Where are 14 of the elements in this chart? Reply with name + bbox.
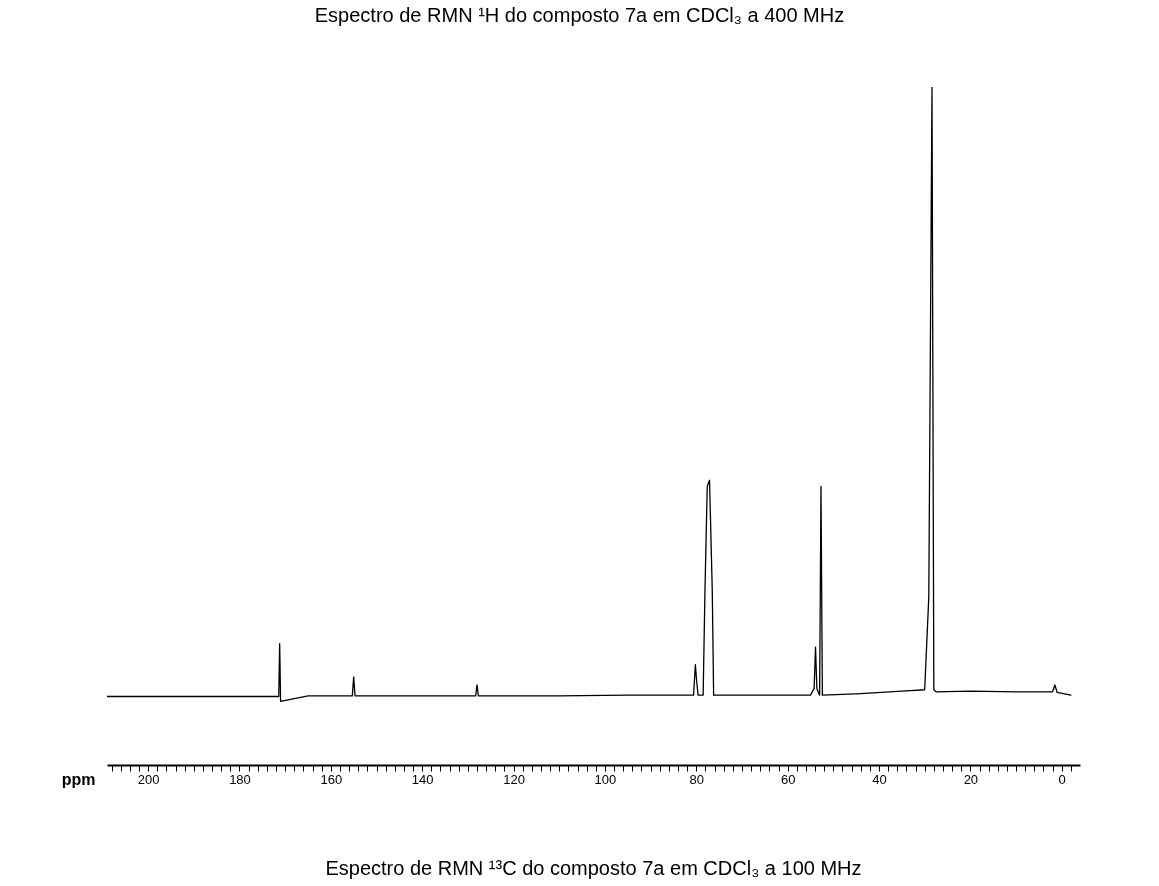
x-tick-label: 140 (411, 771, 434, 787)
x-axis-title: ppm (61, 770, 96, 788)
x-tick-label: 100 (594, 771, 617, 787)
x-tick-label: 200 (137, 771, 160, 787)
text: Espectro de RMN ¹³C do composto 7a em CDCl₃ a 100 MHz (325, 857, 862, 879)
x-tick-label: 60 (780, 771, 796, 787)
x-tick-label: 40 (872, 771, 887, 787)
x-tick-label: 120 (503, 771, 525, 787)
x-tick-label: 180 (229, 771, 251, 787)
x-tick-label: 20 (963, 771, 979, 787)
x-tick-label: 80 (689, 771, 705, 787)
text: Espectro de RMN ¹H do composto 7a em CDCl₃ a 400 MHz (313, 4, 846, 27)
x-tick-label: 160 (320, 771, 343, 787)
x-tick-label: 0 (1058, 771, 1066, 787)
